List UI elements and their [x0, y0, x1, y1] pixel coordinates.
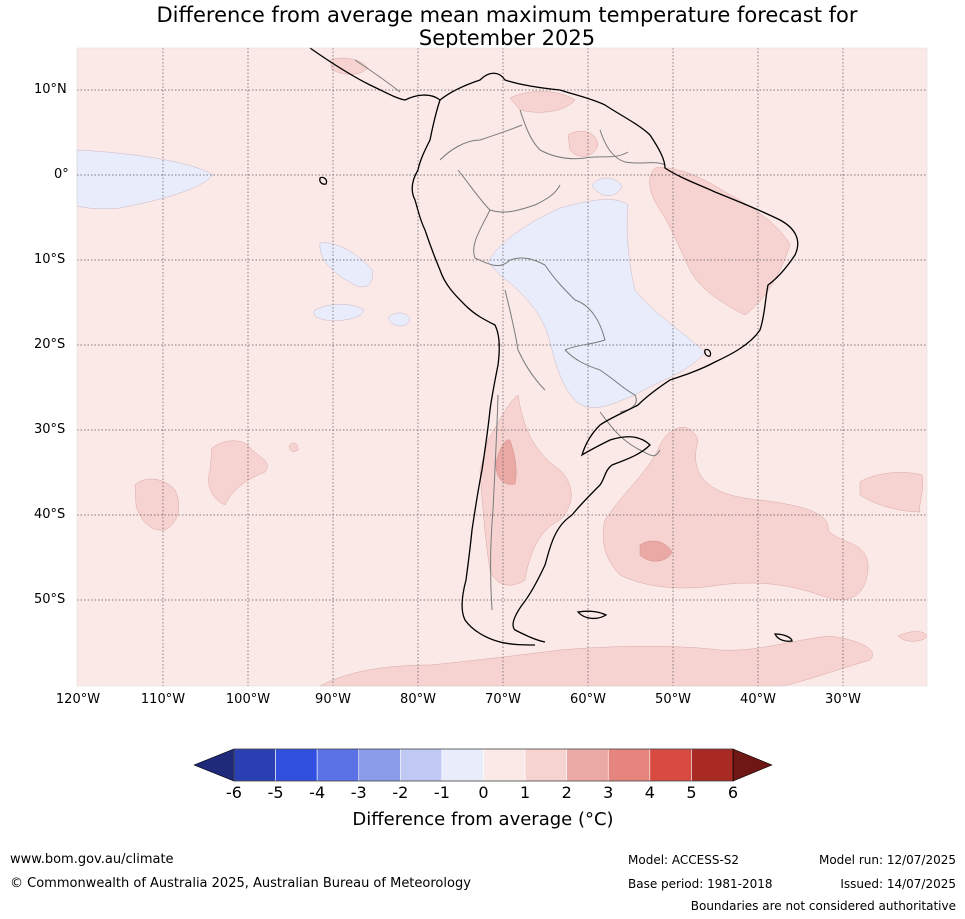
colorbar-tick-label: 3: [603, 783, 614, 802]
cool-anomaly-pacific-2: [313, 304, 365, 321]
lat-label-50s: 50°S: [34, 592, 66, 607]
colorbar-tick-label: 2: [561, 783, 572, 802]
map-background: [77, 48, 927, 686]
cool-anomaly-pacific-1: [319, 242, 373, 288]
colorbar-segment: [524, 748, 567, 782]
colorbar-tick-label: -2: [392, 783, 409, 802]
colorbar-tick-label: -5: [267, 783, 284, 802]
colorbar-tick-label: 6: [727, 783, 739, 802]
colorbar-segment: [441, 748, 484, 782]
colorbar-segment: [649, 748, 692, 782]
lon-label-50w: 50°W: [655, 692, 691, 707]
warm-anomaly-pacific-south-2: [134, 478, 180, 531]
warm-anomaly-northeast-brazil: [649, 167, 791, 316]
lon-label-40w: 40°W: [740, 692, 776, 707]
footer-copyright: © Commonwealth of Australia 2025, Austra…: [10, 876, 471, 891]
cool-anomaly-pacific-3: [387, 312, 411, 327]
lat-label-10s: 10°S: [34, 252, 66, 267]
colorbar-segment: [483, 748, 526, 782]
lon-label-60w: 60°W: [570, 692, 606, 707]
footer-model: Model: ACCESS-S2: [628, 853, 740, 867]
title-line-1: Difference from average mean maximum tem…: [156, 3, 858, 27]
footer-disclaimer: Boundaries are not considered authoritat…: [690, 899, 956, 913]
colorbar-tick-label: -1: [433, 783, 450, 802]
colorbar: [193, 748, 773, 782]
map-frame: [76, 47, 928, 687]
warm-anomaly-guyana: [567, 130, 599, 157]
colorbar-tick-label: -4: [309, 783, 326, 802]
colorbar-segment: [691, 748, 734, 782]
colorbar-segment: [566, 748, 609, 782]
lon-label-30w: 30°W: [825, 692, 861, 707]
colorbar-tick-label: -6: [226, 783, 242, 802]
footer-issued: Issued: 14/07/2025: [840, 877, 956, 891]
footer-base-period: Base period: 1981-2018: [628, 877, 773, 891]
lat-label-0: 0°: [54, 167, 69, 182]
strong-warm-anomaly-andes: [495, 439, 517, 485]
strong-warm-anomaly-atlantic: [639, 540, 673, 562]
cool-anomaly-amazon-north: [591, 177, 623, 196]
colorbar-tick-label: 0: [478, 783, 489, 802]
warm-anomaly-pacific-south-1: [208, 440, 268, 506]
warm-anomaly-venezuela: [509, 91, 576, 113]
colorbar-tick-label: -3: [350, 783, 367, 802]
colorbar-segment: [316, 748, 360, 782]
warm-anomaly-pacific-south-3: [288, 442, 299, 452]
colorbar-extend-high: [732, 748, 773, 782]
map-title: Difference from average mean maximum tem…: [0, 4, 965, 50]
coastlines: [309, 47, 799, 646]
colorbar-segment: [400, 748, 443, 782]
colorbar-outline: [233, 748, 734, 782]
lon-label-120w: 120°W: [55, 692, 101, 707]
graticule: [77, 48, 927, 686]
colorbar-segment: [233, 748, 276, 782]
colorbar-segment: [607, 748, 651, 782]
footer-website: www.bom.gov.au/climate: [10, 852, 174, 867]
lat-label-10n: 10°N: [34, 82, 67, 97]
lat-label-20s: 20°S: [34, 337, 66, 352]
lat-label-30s: 30°S: [34, 422, 66, 437]
lat-label-40s: 40°S: [34, 507, 66, 522]
country-borders: [354, 59, 666, 611]
colorbar-segment: [275, 748, 318, 782]
lon-label-100w: 100°W: [225, 692, 271, 707]
colorbar-label: Difference from average (°C): [352, 809, 614, 830]
lon-label-70w: 70°W: [485, 692, 521, 707]
title-line-2: September 2025: [418, 26, 596, 50]
warm-anomaly-southern-ocean: [319, 635, 873, 687]
cool-anomaly-pacific-equator: [76, 149, 214, 210]
lon-label-80w: 80°W: [400, 692, 436, 707]
footer-model-run: Model run: 12/07/2025: [818, 853, 956, 867]
colorbar-tick-label: 1: [519, 783, 531, 802]
lon-label-90w: 90°W: [315, 692, 351, 707]
colorbar-segment: [358, 748, 401, 782]
lon-label-110w: 110°W: [140, 692, 186, 707]
colorbar-extend-low: [193, 748, 235, 782]
colorbar-tick-label: 5: [686, 783, 697, 802]
colorbar-tick-label: 4: [644, 783, 655, 802]
warm-anomaly-far-south-atlantic: [859, 472, 923, 513]
warm-anomaly-argentina: [479, 394, 572, 586]
